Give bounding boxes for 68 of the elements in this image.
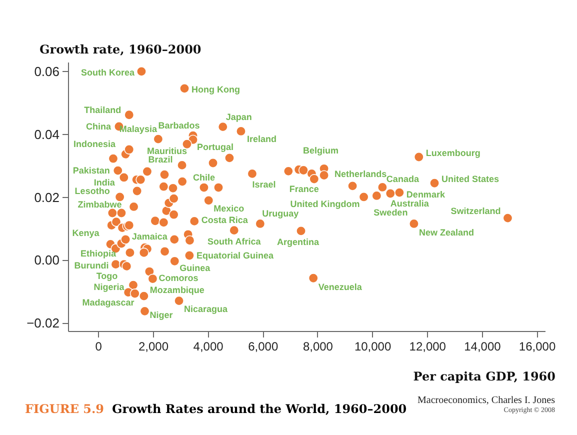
annotation: Togo — [96, 271, 118, 282]
annotation: New Zealand — [418, 228, 474, 238]
annotation: Netherlands — [334, 168, 387, 179]
annotation: Equatorial Guinea — [196, 250, 274, 260]
x-tick-label: 4,000 — [193, 340, 224, 354]
annotation: Uruguay — [262, 208, 299, 219]
annotation: Brazil — [148, 154, 173, 165]
annotation: Argentina — [277, 236, 320, 247]
annotation: Luxembourg — [426, 148, 480, 158]
annotation: Sweden — [374, 208, 408, 218]
annotation: Comoros — [158, 272, 198, 283]
annotation: Australia — [390, 198, 430, 209]
x-tick-label: 2,000 — [138, 340, 169, 354]
y-tick-label: −0.02 — [26, 316, 60, 331]
annotation: South Korea — [80, 67, 136, 78]
annotation: Ireland — [246, 134, 276, 144]
x-tick-label: 12,000 — [409, 340, 446, 354]
annotation: Canada — [386, 174, 420, 184]
annotation: Ethiopia — [80, 248, 117, 259]
annotation: Guinea — [180, 263, 212, 274]
caption: FIGURE 5.9 — [25, 402, 104, 416]
annotation: Costa Rica — [201, 215, 249, 226]
annotation: Thailand — [84, 104, 122, 115]
annotation: United States — [442, 174, 500, 184]
annotation: Mexico — [214, 203, 245, 214]
annotation: Switzerland — [450, 206, 501, 216]
x-tick-label: 8,000 — [302, 340, 334, 354]
annotation: Hong Kong — [192, 84, 240, 94]
annotation: Portugal — [196, 142, 234, 152]
y-tick-label: 0.00 — [34, 252, 60, 268]
annotation: Venezuela — [318, 282, 363, 292]
annotation: Pakistan — [72, 166, 110, 176]
annotation: Mozambique — [150, 285, 204, 296]
x-axis-title: Per capita GDP, 1960 — [413, 370, 556, 384]
annotation: France — [289, 184, 319, 194]
annotation: Malaysia — [119, 124, 158, 134]
annotation: Burundi — [74, 260, 109, 270]
annotation: India — [94, 177, 116, 188]
annotation: Nicaragua — [184, 304, 229, 314]
x-tick-label: 10,000 — [354, 340, 392, 354]
annotation: China — [86, 121, 112, 132]
annotation: Madagascar — [82, 297, 135, 308]
x-tick-label: 14,000 — [464, 340, 502, 354]
text: Growth Rates around the World, 1960–2000 — [112, 402, 407, 416]
annotation: United Kingdom — [290, 198, 360, 209]
annotation: Japan — [226, 112, 252, 122]
annotation: Mauritius — [147, 146, 188, 156]
x-tick-label: 16,000 — [518, 340, 556, 354]
annotation: Zimbabwe — [78, 200, 122, 210]
annotation: Jamaica — [132, 231, 168, 242]
annotation: Lesotho — [74, 186, 110, 196]
annotation: Indonesia — [74, 139, 117, 150]
annotation: Kenya — [72, 228, 100, 238]
annotation: Nigeria — [94, 282, 126, 292]
annotation: Chile — [192, 172, 215, 183]
text: Macroeconomics, Charles I. Jones — [418, 395, 555, 406]
annotation: South Africa — [208, 236, 262, 246]
y-tick-label: 0.04 — [34, 126, 60, 142]
x-tick-label: 0 — [95, 340, 102, 354]
annotation: Niger — [150, 310, 174, 320]
annotation: Barbados — [158, 120, 200, 131]
x-tick-label: 6,000 — [248, 340, 278, 354]
y-tick-label: 0.02 — [34, 190, 60, 205]
y-axis-title: Growth rate, 1960–2000 — [40, 42, 202, 56]
y-tick-label: 0.06 — [34, 64, 60, 79]
annotation: Belgium — [302, 146, 338, 156]
annotation: Denmark — [406, 190, 446, 200]
annotation: Israel — [252, 180, 276, 190]
